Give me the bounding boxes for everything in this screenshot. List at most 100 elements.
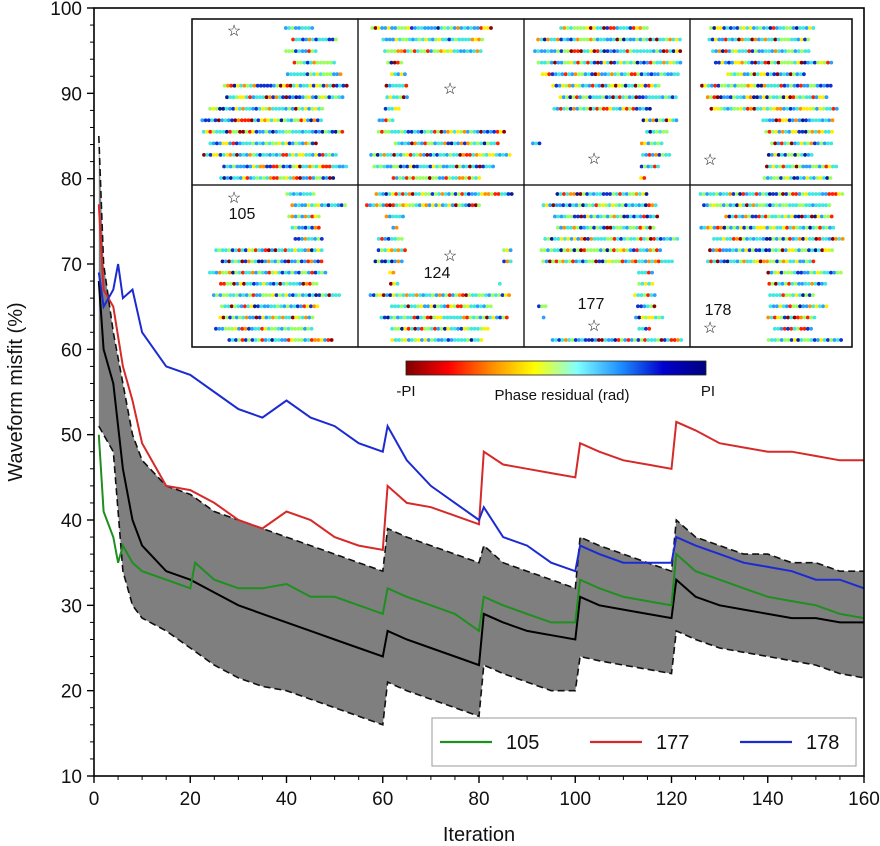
residual-dot bbox=[263, 338, 268, 342]
residual-dot bbox=[446, 304, 450, 309]
residual-dot bbox=[796, 153, 801, 157]
residual-dot bbox=[312, 72, 316, 77]
residual-dot bbox=[435, 315, 440, 320]
residual-dot bbox=[469, 129, 473, 134]
residual-dot bbox=[789, 338, 794, 342]
residual-dot bbox=[785, 26, 789, 30]
residual-dot bbox=[721, 248, 726, 253]
residual-dot bbox=[484, 153, 489, 157]
residual-dot bbox=[463, 37, 468, 42]
residual-dot bbox=[433, 192, 438, 196]
residual-dot bbox=[446, 338, 451, 342]
residual-dot bbox=[382, 164, 387, 169]
residual-dot bbox=[752, 26, 756, 30]
residual-dot bbox=[780, 129, 785, 134]
residual-dot bbox=[469, 326, 474, 331]
residual-dot bbox=[819, 270, 823, 275]
residual-dot bbox=[401, 203, 406, 208]
residual-dot bbox=[657, 153, 662, 157]
residual-dot bbox=[795, 72, 800, 77]
residual-dot bbox=[303, 326, 307, 331]
residual-dot bbox=[803, 141, 807, 146]
residual-dot bbox=[403, 129, 407, 134]
residual-dot bbox=[431, 293, 436, 297]
residual-dot bbox=[309, 118, 314, 123]
residual-dot bbox=[563, 60, 567, 65]
residual-dot bbox=[818, 304, 822, 309]
residual-dot bbox=[771, 95, 776, 100]
residual-dot bbox=[633, 72, 637, 77]
residual-dot bbox=[297, 141, 302, 146]
residual-dot bbox=[242, 83, 247, 88]
residual-dot bbox=[574, 259, 579, 264]
residual-dot bbox=[602, 26, 606, 30]
residual-dot bbox=[243, 304, 247, 309]
residual-dot bbox=[331, 83, 336, 88]
residual-dot bbox=[736, 72, 740, 77]
residual-dot bbox=[482, 26, 487, 30]
residual-dot bbox=[794, 237, 799, 241]
residual-dot bbox=[739, 72, 744, 77]
residual-dot bbox=[307, 26, 311, 30]
residual-dot bbox=[257, 129, 262, 134]
residual-dot bbox=[215, 129, 219, 134]
residual-dot bbox=[647, 281, 651, 286]
residual-dot bbox=[758, 95, 763, 100]
residual-dot bbox=[735, 237, 739, 241]
residual-dot bbox=[728, 237, 733, 241]
residual-dot bbox=[789, 37, 794, 42]
residual-dot bbox=[778, 95, 783, 100]
residual-dot bbox=[664, 95, 668, 100]
residual-dot bbox=[250, 338, 255, 342]
residual-dot bbox=[459, 326, 464, 331]
residual-dot bbox=[760, 49, 765, 53]
residual-dot bbox=[261, 293, 266, 297]
residual-dot bbox=[248, 141, 252, 146]
residual-dot bbox=[208, 141, 213, 146]
residual-dot bbox=[304, 176, 309, 180]
residual-dot bbox=[622, 60, 627, 65]
residual-dot bbox=[770, 60, 774, 65]
residual-dot bbox=[745, 237, 749, 241]
residual-dot bbox=[217, 270, 222, 275]
residual-dot bbox=[796, 37, 801, 42]
residual-dot bbox=[814, 95, 819, 100]
x-tick-label: 100 bbox=[559, 789, 591, 810]
residual-dot bbox=[457, 176, 462, 180]
residual-dot bbox=[397, 37, 402, 42]
residual-dot bbox=[728, 203, 733, 208]
residual-dot bbox=[811, 293, 815, 297]
residual-dot bbox=[648, 214, 653, 219]
residual-dot bbox=[581, 95, 586, 100]
residual-dot bbox=[771, 259, 776, 264]
residual-dot bbox=[615, 37, 620, 42]
residual-dot bbox=[627, 203, 632, 208]
residual-dot bbox=[715, 259, 720, 264]
residual-dot bbox=[778, 26, 783, 30]
residual-dot bbox=[799, 270, 804, 275]
residual-dot bbox=[307, 106, 311, 111]
residual-dot bbox=[741, 248, 745, 253]
residual-dot bbox=[258, 176, 263, 180]
residual-dot bbox=[623, 83, 628, 88]
residual-dot bbox=[250, 259, 255, 264]
residual-dot bbox=[556, 37, 560, 42]
residual-dot bbox=[654, 153, 658, 157]
residual-dot bbox=[571, 95, 576, 100]
residual-dot bbox=[759, 72, 763, 77]
residual-dot bbox=[399, 304, 404, 309]
residual-dot bbox=[812, 270, 817, 275]
residual-dot bbox=[217, 248, 222, 253]
residual-dot bbox=[225, 153, 230, 157]
residual-dot bbox=[448, 153, 453, 157]
residual-dot bbox=[715, 26, 720, 30]
residual-dot bbox=[698, 192, 703, 196]
residual-dot bbox=[393, 129, 398, 134]
residual-dot bbox=[598, 192, 603, 196]
residual-dot bbox=[311, 153, 315, 157]
residual-dot bbox=[796, 214, 801, 219]
residual-dot bbox=[566, 214, 570, 219]
residual-dot bbox=[790, 281, 795, 286]
residual-dot bbox=[675, 60, 679, 65]
residual-dot bbox=[239, 83, 244, 88]
